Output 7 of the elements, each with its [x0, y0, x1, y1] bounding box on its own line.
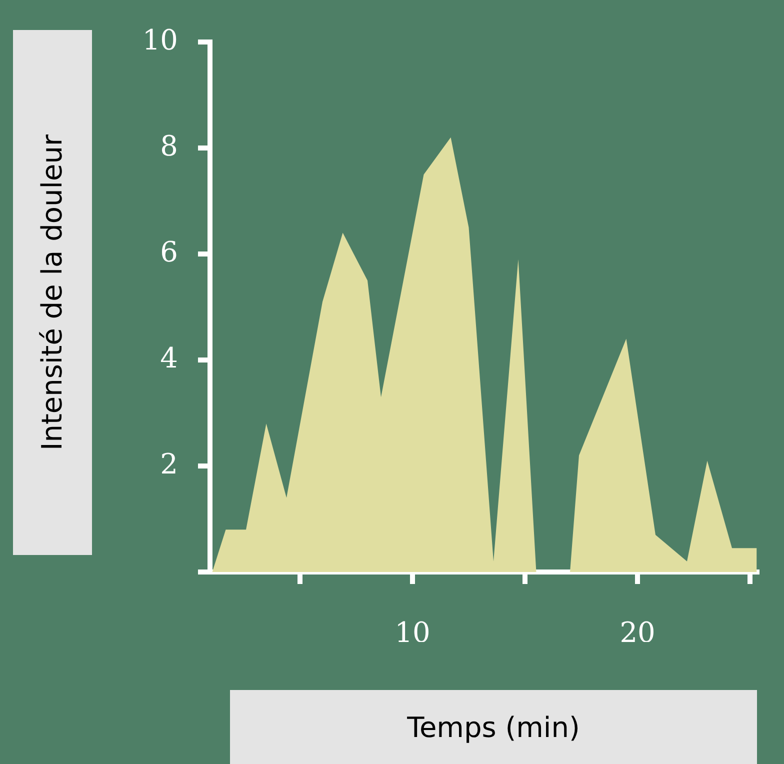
y-tick-label: 4 — [160, 341, 178, 374]
y-axis-title: Intensité de la douleur — [36, 134, 69, 451]
y-tick-label: 6 — [160, 235, 178, 268]
x-axis-title: Temps (min) — [407, 710, 580, 744]
y-tick-label: 2 — [160, 447, 178, 480]
y-tick-label: 10 — [142, 23, 178, 56]
y-tick-label: 8 — [160, 129, 178, 162]
